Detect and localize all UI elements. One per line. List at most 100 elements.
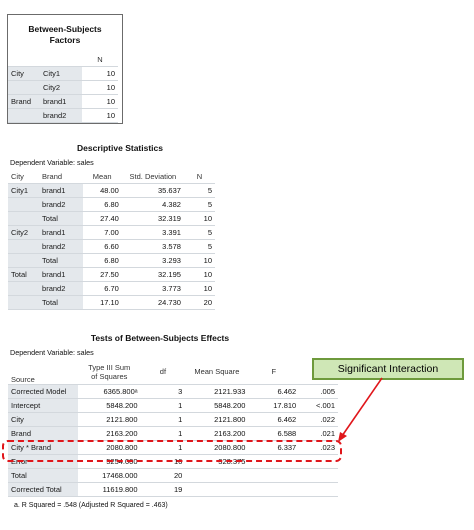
sum-of-squares-value: 11619.800	[77, 482, 141, 497]
sum-of-squares-value: 17468.000	[77, 468, 141, 483]
n-value: 5	[183, 197, 215, 212]
table-row: Intercept 5848.200 1 5848.200 17.810 <.001	[8, 398, 338, 413]
mean-square-value	[185, 482, 249, 497]
mean-square-value: 2121.800	[185, 412, 249, 427]
table-row: City1 brand1 48.00 35.637 5	[8, 183, 215, 198]
col-n-header: N	[82, 53, 118, 67]
level-label: brand2	[40, 108, 82, 123]
f-value: 6.588	[248, 426, 300, 441]
header-sum-of-squares: Type III Sum of Squares	[77, 360, 141, 385]
mean-value: 6.80	[82, 197, 122, 212]
table-row: Total 27.40 32.319 10	[8, 211, 215, 226]
std-deviation-value: 4.382	[121, 197, 184, 212]
brand-label: brand2	[39, 281, 83, 296]
f-value: 6.462	[248, 384, 300, 399]
brand-label: brand1	[39, 267, 83, 282]
mean-square-value: 2163.200	[185, 426, 249, 441]
header-n: N	[183, 170, 215, 184]
table-row: N	[8, 53, 118, 67]
header-brand: Brand	[39, 170, 83, 184]
mean-value: 6.80	[82, 253, 122, 268]
n-value: 10	[183, 267, 215, 282]
significant-interaction-callout: Significant Interaction	[312, 358, 464, 380]
df-value: 1	[140, 426, 186, 441]
table-row: Corrected Total 11619.800 19	[8, 482, 338, 497]
sum-of-squares-value: 5848.200	[77, 398, 141, 413]
std-deviation-value: 35.637	[121, 183, 184, 198]
source-label: Brand	[8, 426, 78, 441]
level-label: brand1	[40, 94, 82, 109]
factors-table: N City City1 10 City2 10 Brand brand1 10…	[8, 53, 118, 123]
table-row: City Brand Mean Std. Deviation N	[8, 170, 215, 184]
std-deviation-value: 3.293	[121, 253, 184, 268]
table-row: Total 17468.000 20	[8, 468, 338, 483]
city-label: City1	[8, 183, 40, 198]
mean-square-value: 2121.933	[185, 384, 249, 399]
city-label: City2	[8, 225, 40, 240]
descriptive-dependent-variable: Dependent Variable: sales	[10, 158, 94, 167]
brand-label: brand2	[39, 197, 83, 212]
sum-of-squares-value: 2163.200	[77, 426, 141, 441]
table-row: City2 10	[8, 80, 118, 95]
n-value: 10	[82, 80, 118, 95]
table-row: Corrected Model 6365.800ᵃ 3 2121.933 6.462.0…	[8, 384, 338, 399]
table-row: Total brand1 27.50 32.195 10	[8, 267, 215, 282]
brand-label: brand1	[39, 183, 83, 198]
city-label	[8, 281, 40, 296]
table-row: City * Brand 2080.800 1 2080.800 6.337.023	[8, 440, 338, 455]
n-value: 10	[183, 211, 215, 226]
mean-value: 7.00	[82, 225, 122, 240]
n-value: 10	[82, 66, 118, 81]
df-value: 1	[140, 440, 186, 455]
header-ss-line1: Type III Sum	[88, 362, 131, 372]
table-row: Total 17.10 24.730 20	[8, 295, 215, 310]
city-label	[8, 197, 40, 212]
header-ss-line2: of Squares	[91, 371, 128, 381]
interaction-highlight-box	[2, 440, 342, 462]
header-city: City	[8, 170, 40, 184]
source-label: Intercept	[8, 398, 78, 413]
std-deviation-value: 3.773	[121, 281, 184, 296]
table-row: Brand brand1 10	[8, 94, 118, 109]
n-value: 5	[183, 225, 215, 240]
mean-value: 27.50	[82, 267, 122, 282]
f-value	[248, 468, 300, 483]
df-value: 19	[140, 482, 186, 497]
level-label: City1	[40, 66, 82, 81]
mean-value: 48.00	[82, 183, 122, 198]
descriptive-table: City Brand Mean Std. Deviation N City1 br…	[8, 170, 215, 310]
table-row: Source Type III Sum of Squares df Mean S…	[8, 360, 338, 385]
n-value: 10	[183, 281, 215, 296]
sig-value: <.001	[299, 398, 338, 413]
table-row: brand2 6.60 3.578 5	[8, 239, 215, 254]
df-value: 1	[140, 412, 186, 427]
mean-value: 17.10	[82, 295, 122, 310]
sig-value	[299, 482, 338, 497]
std-deviation-value: 3.391	[121, 225, 184, 240]
header-mean: Mean	[82, 170, 122, 184]
table-row: Brand 2163.200 1 2163.200 6.588.021	[8, 426, 338, 441]
mean-square-value: 5848.200	[185, 398, 249, 413]
table-row: City 2121.800 1 2121.800 6.462.022	[8, 412, 338, 427]
brand-label: Total	[39, 253, 83, 268]
f-value	[248, 482, 300, 497]
brand-label: brand1	[39, 225, 83, 240]
city-label	[8, 239, 40, 254]
std-deviation-value: 24.730	[121, 295, 184, 310]
table-row: brand2 6.80 4.382 5	[8, 197, 215, 212]
header-f: F	[248, 360, 300, 385]
std-deviation-value: 3.578	[121, 239, 184, 254]
n-value: 10	[82, 94, 118, 109]
level-label: City2	[40, 80, 82, 95]
n-value: 10	[82, 108, 118, 123]
df-value: 3	[140, 384, 186, 399]
callout-arrow-icon	[338, 377, 383, 442]
factor-label: City	[8, 66, 40, 81]
table-row: City City1 10	[8, 66, 118, 81]
n-value: 5	[183, 239, 215, 254]
source-label: City	[8, 412, 78, 427]
sum-of-squares-value: 2080.800	[77, 440, 141, 455]
df-value: 1	[140, 398, 186, 413]
between-subjects-factors-frame: Between-Subjects Factors N City City1 10…	[7, 14, 123, 124]
mean-value: 6.70	[82, 281, 122, 296]
